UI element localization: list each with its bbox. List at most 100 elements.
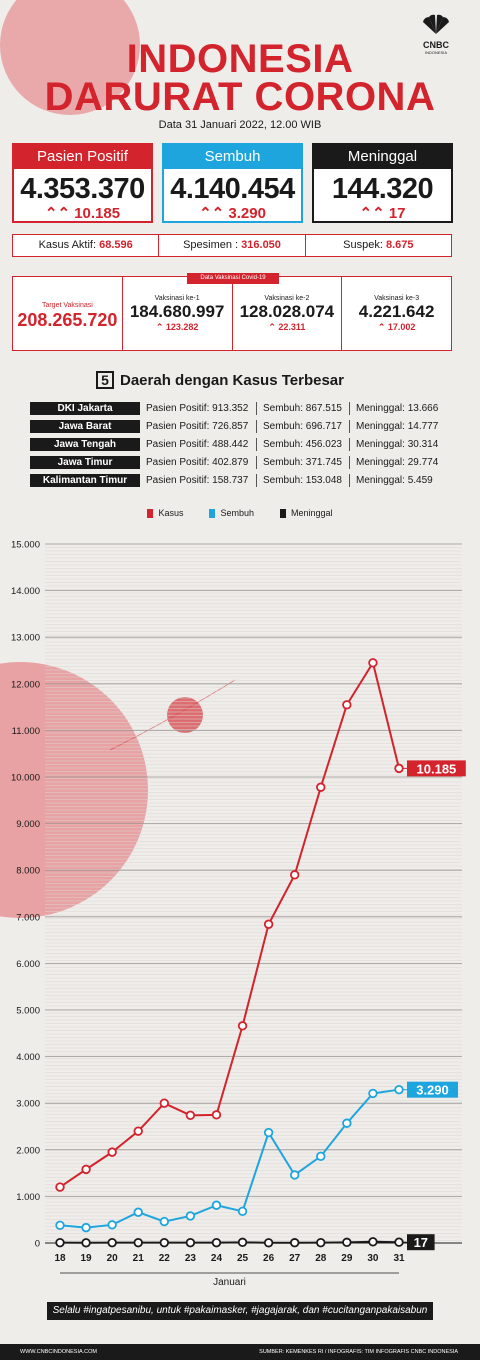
data-point (316, 782, 326, 792)
region-name: Jawa Timur (30, 456, 140, 469)
data-point (368, 1237, 378, 1247)
region-meninggal: Meninggal: 30.314 (356, 439, 439, 450)
data-point (107, 1147, 117, 1157)
y-tick-label: 14.000 (11, 586, 40, 597)
data-point (133, 1237, 143, 1248)
region-sembuh: Sembuh: 867.515 (257, 402, 350, 415)
data-point (55, 1237, 65, 1248)
x-tick-label: 27 (289, 1253, 301, 1264)
data-point (289, 1170, 300, 1180)
y-tick-label: 15.000 (11, 540, 40, 551)
region-row: Kalimantan Timur Pasien Positif: 158.737 S… (30, 473, 450, 488)
data-point (159, 1098, 170, 1108)
vaccination-dose-1: Vaksinasi ke-1 184.680.997 ⌃ 123.282 (123, 277, 233, 350)
data-point (263, 1127, 274, 1138)
end-label-box (407, 1081, 458, 1098)
line-chart: 0 1.000 2.000 3.000 4.000 5.000 6.000 7.000 8.00… (11, 540, 466, 1288)
y-tick-label: 10.000 (11, 773, 40, 784)
y-tick-label: 7.000 (16, 912, 40, 923)
region-name: Kalimantan Timur (30, 474, 140, 487)
data-point (289, 1238, 300, 1248)
region-row: Jawa Tengah Pasien Positif: 488.442 Sembuh… (30, 437, 450, 452)
kasus-aktif: Kasus Aktif: 68.596 (13, 235, 160, 256)
x-tick-label: 19 (81, 1253, 93, 1264)
x-axis-label: Januari (213, 1277, 246, 1288)
series-line-sembuh (59, 1088, 400, 1229)
x-tick-label: 18 (54, 1253, 66, 1264)
data-point (342, 1237, 352, 1248)
region-row: Jawa Timur Pasien Positif: 402.879 Sembuh:… (30, 455, 450, 470)
y-tick-label: 11.000 (12, 726, 40, 737)
data-point (185, 1211, 196, 1221)
y-tick-label: 13.000 (11, 633, 40, 644)
brand-sub: INDONESIA (424, 50, 447, 55)
data-point (342, 700, 352, 710)
x-tick-label: 26 (263, 1253, 275, 1264)
x-tick-label: 29 (341, 1253, 353, 1264)
region-positif: Pasien Positif: 158.737 (140, 474, 257, 487)
y-tick-label: 6.000 (16, 959, 40, 970)
x-tick-label: 22 (159, 1253, 171, 1264)
data-point (394, 1237, 404, 1247)
data-point (394, 1084, 404, 1095)
vaccination-panel: Data Vaksinasi Covid-19 Target Vaksinasi… (12, 273, 452, 351)
region-sembuh: Sembuh: 153.048 (257, 474, 350, 487)
series-line-kasus (59, 660, 400, 1188)
data-point (316, 1151, 326, 1162)
region-row: Jawa Barat Pasien Positif: 726.857 Sembuh:… (30, 419, 450, 434)
stat-value: 144.320 (331, 173, 434, 205)
data-point (211, 1110, 222, 1120)
data-point (133, 1126, 143, 1136)
region-meninggal: Meninggal: 14.777 (356, 421, 439, 432)
data-point (289, 870, 300, 880)
brand-name: CNBC (423, 40, 449, 50)
footer-source: SUMBER: KEMENKES RI / INFOGRAFIS: TIM IN… (259, 1349, 458, 1355)
y-tick-label: 9.000 (16, 819, 40, 830)
vaccination-dose-2: Vaksinasi ke-2 128.028.074 ⌃ 22.311 (233, 277, 343, 350)
stat-value: 4.353.370 (20, 173, 145, 205)
x-tick-label: 30 (367, 1253, 379, 1264)
stat-delta: ⌃⌃ 17 (359, 205, 406, 222)
data-point (237, 1206, 248, 1217)
region-sembuh: Sembuh: 696.717 (257, 420, 350, 433)
x-tick-label: 21 (133, 1253, 145, 1264)
data-point (107, 1237, 117, 1248)
stat-card-sembuh: Sembuh 4.140.454 ⌃⌃ 3.290 (162, 143, 303, 223)
y-tick-label: 3.000 (16, 1099, 40, 1110)
x-tick-label: 25 (237, 1253, 249, 1264)
end-label: 17 (414, 1235, 428, 1250)
data-point (55, 1182, 65, 1192)
data-point (263, 1238, 274, 1248)
region-positif: Pasien Positif: 488.442 (140, 438, 257, 451)
data-point (394, 763, 404, 774)
data-point (55, 1220, 65, 1230)
x-tick-label: 28 (315, 1253, 327, 1264)
region-positif: Pasien Positif: 913.352 (140, 402, 257, 415)
stat-value: 4.140.454 (170, 173, 295, 205)
stat-card-meninggal: Meninggal 144.320 ⌃⌃ 17 (312, 143, 453, 223)
y-tick-label: 4.000 (16, 1052, 40, 1063)
legend-meninggal: Meninggal (280, 508, 333, 518)
data-point (81, 1222, 91, 1233)
data-point (237, 1237, 248, 1248)
data-point (81, 1164, 91, 1175)
y-tick-label: 5.000 (16, 1006, 40, 1017)
footer: WWW.CNBCINDONESIA.COM SUMBER: KEMENKES R… (0, 1344, 480, 1360)
end-label-box (407, 760, 466, 777)
legend-kasus: Kasus (147, 508, 183, 518)
peacock-icon (423, 14, 449, 34)
campaign-banner: Selalu #ingatpesanibu, untuk #pakaimaske… (47, 1302, 433, 1320)
vaccination-target: Target Vaksinasi 208.265.720 (13, 277, 123, 350)
region-sembuh: Sembuh: 456.023 (257, 438, 350, 451)
stat-delta: ⌃⌃ 10.185 (44, 205, 121, 222)
region-meninggal: Meninggal: 13.666 (356, 403, 439, 414)
x-tick-label: 31 (393, 1253, 405, 1264)
data-point (316, 1237, 326, 1248)
data-point (211, 1200, 222, 1210)
stat-label: Pasien Positif (14, 145, 151, 169)
report-date: Data 31 Januari 2022, 12.00 WIB (158, 119, 322, 131)
footer-website: WWW.CNBCINDONESIA.COM (20, 1349, 97, 1355)
x-tick-label: 23 (185, 1253, 197, 1264)
data-point (107, 1220, 117, 1230)
y-tick-label: 0 (35, 1239, 40, 1250)
